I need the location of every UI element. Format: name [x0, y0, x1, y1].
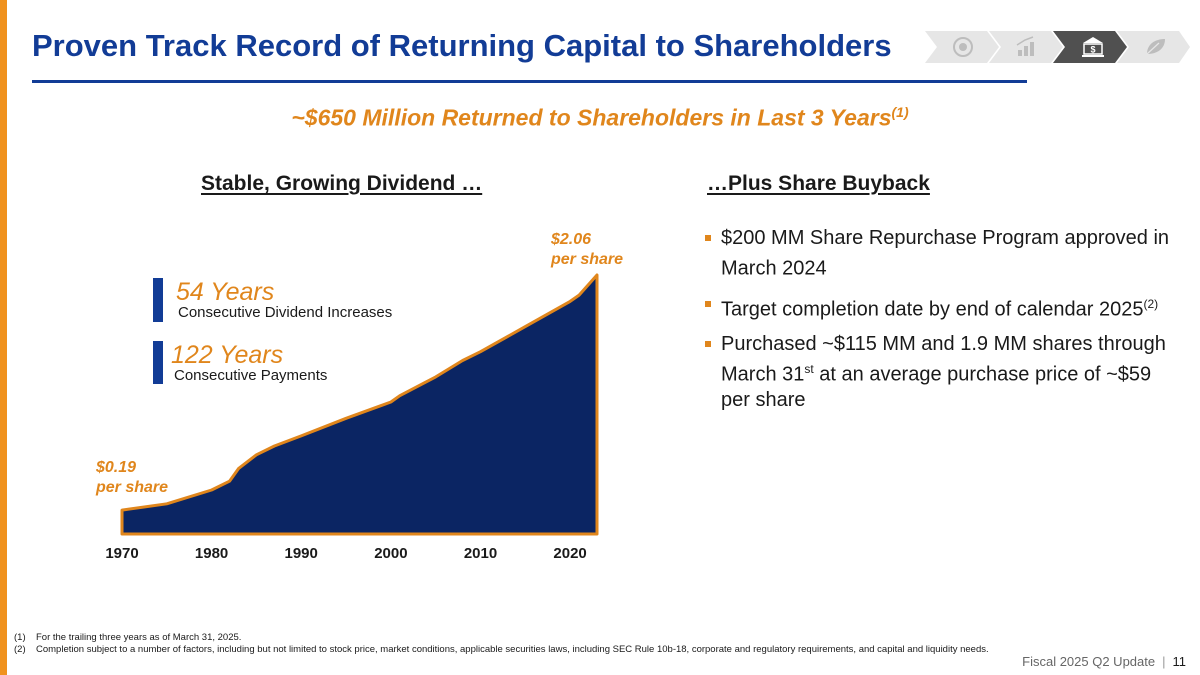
buyback-heading: …Plus Share Buyback [707, 172, 930, 195]
svg-text:$: $ [1090, 45, 1095, 55]
dividend-heading: Stable, Growing Dividend … [201, 172, 483, 195]
dividend-area-series [120, 273, 599, 536]
consecutive-payments-label: Consecutive Payments [174, 367, 328, 384]
buyback-bullet-list: $200 MM Share Repurchase Program approve… [705, 226, 1175, 423]
section-nav-chevrons: $ [925, 31, 1190, 63]
start-dividend-amount: $0.19 [96, 459, 137, 476]
bullet-marker [705, 341, 711, 348]
dividend-area-chart: 1970 1980 1990 2000 2010 2020 [105, 273, 599, 562]
bullet-target-completion: Target completion date by end of calenda… [705, 292, 1175, 323]
footnote-2: (2) Completion subject to a number of fac… [14, 644, 989, 655]
consecutive-payments-value: 122 Years [171, 341, 284, 369]
stat-marker-bar [153, 341, 163, 384]
bank-dollar-icon: $ [1082, 37, 1104, 57]
x-tick-label: 2020 [553, 545, 586, 562]
accent-left-bar [0, 0, 7, 675]
footer: Fiscal 2025 Q2 Update | 11 [1022, 654, 1186, 669]
bullet-marker [705, 300, 711, 307]
page-title: Proven Track Record of Returning Capital… [32, 28, 892, 63]
end-dividend-label: $2.06 per share [551, 230, 623, 270]
x-tick-label: 1970 [105, 545, 138, 562]
footnote-1: (1) For the trailing three years as of Ma… [14, 632, 242, 643]
returned-capital-headline: ~$650 Million Returned to Shareholders i… [291, 104, 909, 131]
start-dividend-unit: per share [96, 479, 169, 496]
consecutive-increases-label: Consecutive Dividend Increases [178, 304, 393, 321]
stat-marker-bar [153, 278, 163, 322]
title-underline [32, 80, 1027, 83]
x-tick-label: 1990 [285, 545, 318, 562]
end-dividend-unit: per share [551, 251, 624, 268]
start-dividend-label: $0.19 per share [96, 458, 168, 498]
bullet-marker [705, 235, 711, 241]
page-number: 11 [1172, 654, 1187, 669]
end-dividend-amount: $2.06 [551, 231, 592, 248]
bullet-shares-purchased: Purchased ~$115 MM and 1.9 MM shares thr… [705, 332, 1175, 413]
x-tick-label: 2000 [374, 545, 407, 562]
leaf-icon [1146, 39, 1165, 55]
consecutive-increases-value: 54 Years [176, 278, 275, 306]
growth-chart-icon [1016, 36, 1034, 56]
footer-label: Fiscal 2025 Q2 Update [1022, 654, 1156, 669]
bullet-repurchase-program: $200 MM Share Repurchase Program approve… [705, 226, 1175, 282]
security-icon [953, 37, 973, 57]
x-tick-label: 2010 [464, 545, 497, 562]
footnote-ref-1: (1) [891, 104, 909, 120]
x-tick-label: 1980 [195, 545, 228, 562]
footnotes: (1) For the trailing three years as of Ma… [14, 632, 989, 656]
